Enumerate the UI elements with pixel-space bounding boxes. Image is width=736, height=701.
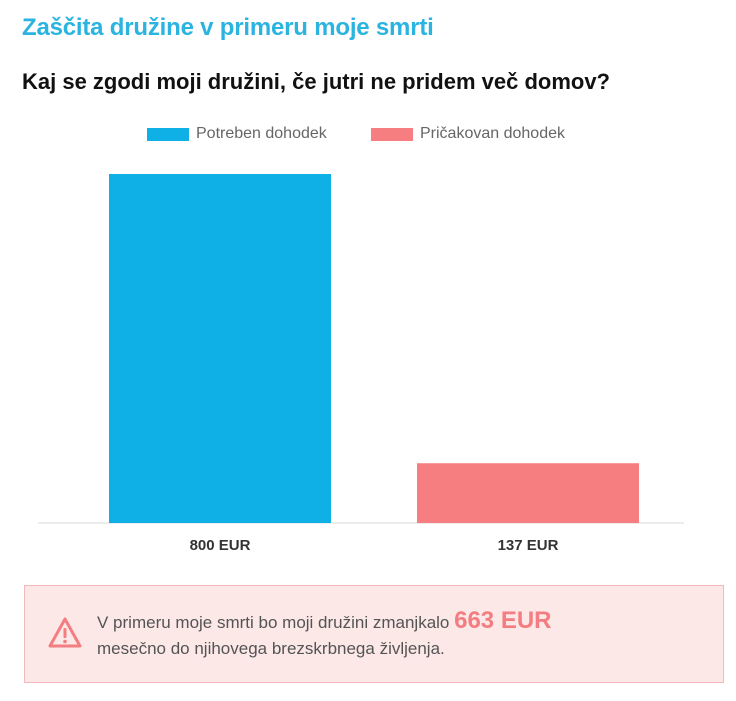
shortfall-alert: V primeru moje smrti bo moji družini zma… [24, 585, 724, 683]
legend-swatch-expected [371, 127, 413, 141]
chart-legend: Potreben dohodek Pričakovan dohodek [0, 125, 736, 149]
shortfall-text-after: mesečno do njihovega brezskrbnega življe… [97, 639, 445, 658]
legend-label-needed: Potreben dohodek [196, 125, 327, 142]
legend-item-expected-income: Pričakovan dohodek [371, 125, 565, 143]
legend-label-expected: Pričakovan dohodek [420, 125, 565, 142]
income-bar-chart: 800 EUR 137 EUR [38, 174, 684, 554]
chart-question-heading: Kaj se zgodi moji družini, če jutri ne p… [22, 69, 610, 94]
warning-triangle-icon [48, 617, 82, 648]
shortfall-text-before: V primeru moje smrti bo moji družini zma… [97, 613, 455, 632]
legend-swatch-needed [147, 127, 189, 141]
shortfall-amount: 663 EUR [454, 607, 552, 634]
legend-item-needed-income: Potreben dohodek [147, 125, 327, 143]
bar-label-needed: 800 EUR [190, 537, 251, 554]
bar-expected-income [417, 463, 639, 523]
page-title: Zaščita družine v primeru moje smrti [22, 14, 434, 41]
bar-label-expected: 137 EUR [498, 537, 559, 554]
bar-needed-income [109, 174, 331, 523]
shortfall-message: V primeru moje smrti bo moji družini zma… [97, 608, 707, 662]
